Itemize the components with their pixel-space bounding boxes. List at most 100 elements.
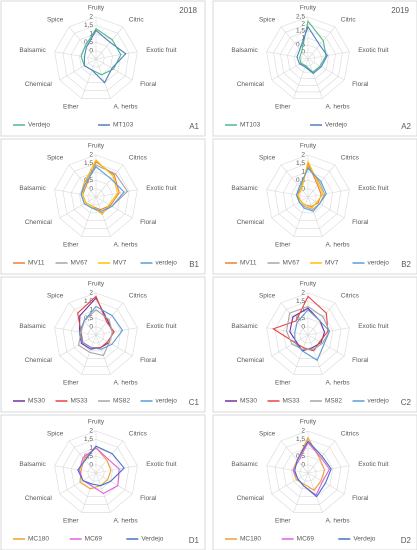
category-label: Floral bbox=[140, 219, 157, 226]
category-label: Ether bbox=[275, 518, 291, 525]
spoke bbox=[266, 189, 309, 198]
r-tick-label: 1,5 bbox=[84, 160, 93, 167]
category-label: Citrics bbox=[129, 431, 148, 438]
r-tick-label: 2 bbox=[301, 290, 305, 297]
legend-label: verdejo bbox=[156, 260, 178, 267]
category-label: Floral bbox=[352, 219, 369, 226]
category-label: Balsamic bbox=[231, 461, 258, 468]
spoke bbox=[280, 26, 309, 60]
legend-label: Verdejo bbox=[28, 122, 50, 129]
r-tick-label: 2 bbox=[301, 152, 305, 159]
grid-ring bbox=[274, 163, 342, 229]
category-label: Exotic fruit bbox=[146, 185, 177, 192]
category-label: Spice bbox=[259, 155, 276, 162]
panel-frame bbox=[0, 0, 206, 137]
legend-label: MS33 bbox=[71, 398, 88, 405]
spoke bbox=[307, 334, 323, 375]
spoke bbox=[95, 58, 111, 99]
r-tick-label: 1 bbox=[89, 31, 93, 38]
category-label: Ether bbox=[63, 380, 79, 387]
r-tick-label: 0 bbox=[301, 185, 305, 192]
spoke bbox=[81, 334, 97, 375]
grid-ring bbox=[299, 188, 317, 206]
r-tick-label: 1,5 bbox=[296, 28, 305, 35]
grid-ring bbox=[266, 16, 350, 99]
grid-ring bbox=[300, 51, 316, 66]
category-label: Ether bbox=[63, 518, 79, 525]
category-label: Fruity bbox=[300, 143, 317, 150]
r-tick-label: 0 bbox=[89, 47, 93, 54]
legend-label: MV67 bbox=[283, 260, 300, 267]
spoke bbox=[68, 26, 97, 60]
category-label: Fruity bbox=[300, 5, 317, 12]
grid-ring bbox=[87, 464, 105, 482]
grid-ring bbox=[62, 301, 130, 367]
spoke bbox=[293, 196, 309, 237]
category-label: Exotic fruit bbox=[358, 461, 389, 468]
category-label: Balsamic bbox=[19, 461, 46, 468]
r-tick-label: 0 bbox=[301, 49, 305, 56]
spoke bbox=[307, 465, 350, 474]
category-label: Exotic fruit bbox=[358, 47, 389, 54]
panel-frame bbox=[212, 0, 417, 137]
legend-label: MV7 bbox=[325, 260, 339, 267]
legend-label: MC69 bbox=[85, 536, 103, 543]
spoke bbox=[95, 26, 124, 60]
spoke bbox=[280, 302, 309, 336]
spoke bbox=[95, 440, 124, 474]
spoke bbox=[95, 302, 124, 336]
category-label: Exotic fruit bbox=[146, 461, 177, 468]
series-line bbox=[78, 447, 120, 495]
grid-ring bbox=[299, 326, 317, 344]
legend-label: MV11 bbox=[28, 260, 45, 267]
spoke bbox=[271, 334, 309, 357]
legend-label: MS30 bbox=[240, 398, 257, 405]
spoke bbox=[307, 189, 350, 198]
series-line bbox=[83, 29, 127, 84]
spoke bbox=[307, 440, 336, 474]
category-label: Fruity bbox=[88, 5, 105, 12]
spoke bbox=[59, 472, 97, 495]
series-line bbox=[292, 436, 326, 492]
spoke bbox=[81, 196, 97, 237]
spoke bbox=[54, 327, 97, 336]
spoke bbox=[59, 196, 97, 219]
spoke bbox=[266, 51, 309, 60]
r-tick-label: 2 bbox=[89, 290, 93, 297]
series-line bbox=[294, 440, 332, 498]
grid-ring bbox=[293, 44, 323, 73]
r-tick-label: 2 bbox=[89, 428, 93, 435]
category-label: Exotic fruit bbox=[358, 323, 389, 330]
category-label: A. herbs bbox=[113, 104, 138, 111]
legend-label: MV11 bbox=[240, 260, 257, 267]
r-tick-label: 1,5 bbox=[296, 298, 305, 305]
grid-ring bbox=[70, 447, 122, 497]
legend-label: MV67 bbox=[71, 260, 88, 267]
category-label: Fruity bbox=[88, 281, 105, 288]
panel-frame bbox=[212, 138, 417, 275]
grid-ring bbox=[54, 154, 138, 237]
category-label: Ether bbox=[63, 242, 79, 249]
r-tick-label: 1 bbox=[89, 445, 93, 452]
series-line bbox=[297, 160, 324, 209]
spoke bbox=[307, 58, 345, 81]
category-label: A. herbs bbox=[325, 518, 350, 525]
panel-label: A1 bbox=[189, 122, 199, 131]
grid-ring bbox=[280, 30, 336, 86]
category-label: Spice bbox=[259, 293, 276, 300]
legend-label: MT103 bbox=[113, 122, 134, 129]
category-label: Citrics bbox=[129, 155, 148, 162]
spoke bbox=[81, 58, 97, 99]
category-label: Spice bbox=[259, 431, 276, 438]
series-line bbox=[77, 309, 114, 357]
series-line bbox=[295, 167, 327, 212]
grid-ring bbox=[54, 292, 138, 375]
grid-ring bbox=[266, 292, 350, 375]
series-line bbox=[285, 305, 331, 350]
legend-label: MC69 bbox=[297, 536, 315, 543]
series-line bbox=[295, 161, 322, 208]
r-tick-label: 2 bbox=[301, 428, 305, 435]
grid-ring bbox=[62, 439, 130, 505]
r-tick-label: 1,5 bbox=[84, 22, 93, 29]
